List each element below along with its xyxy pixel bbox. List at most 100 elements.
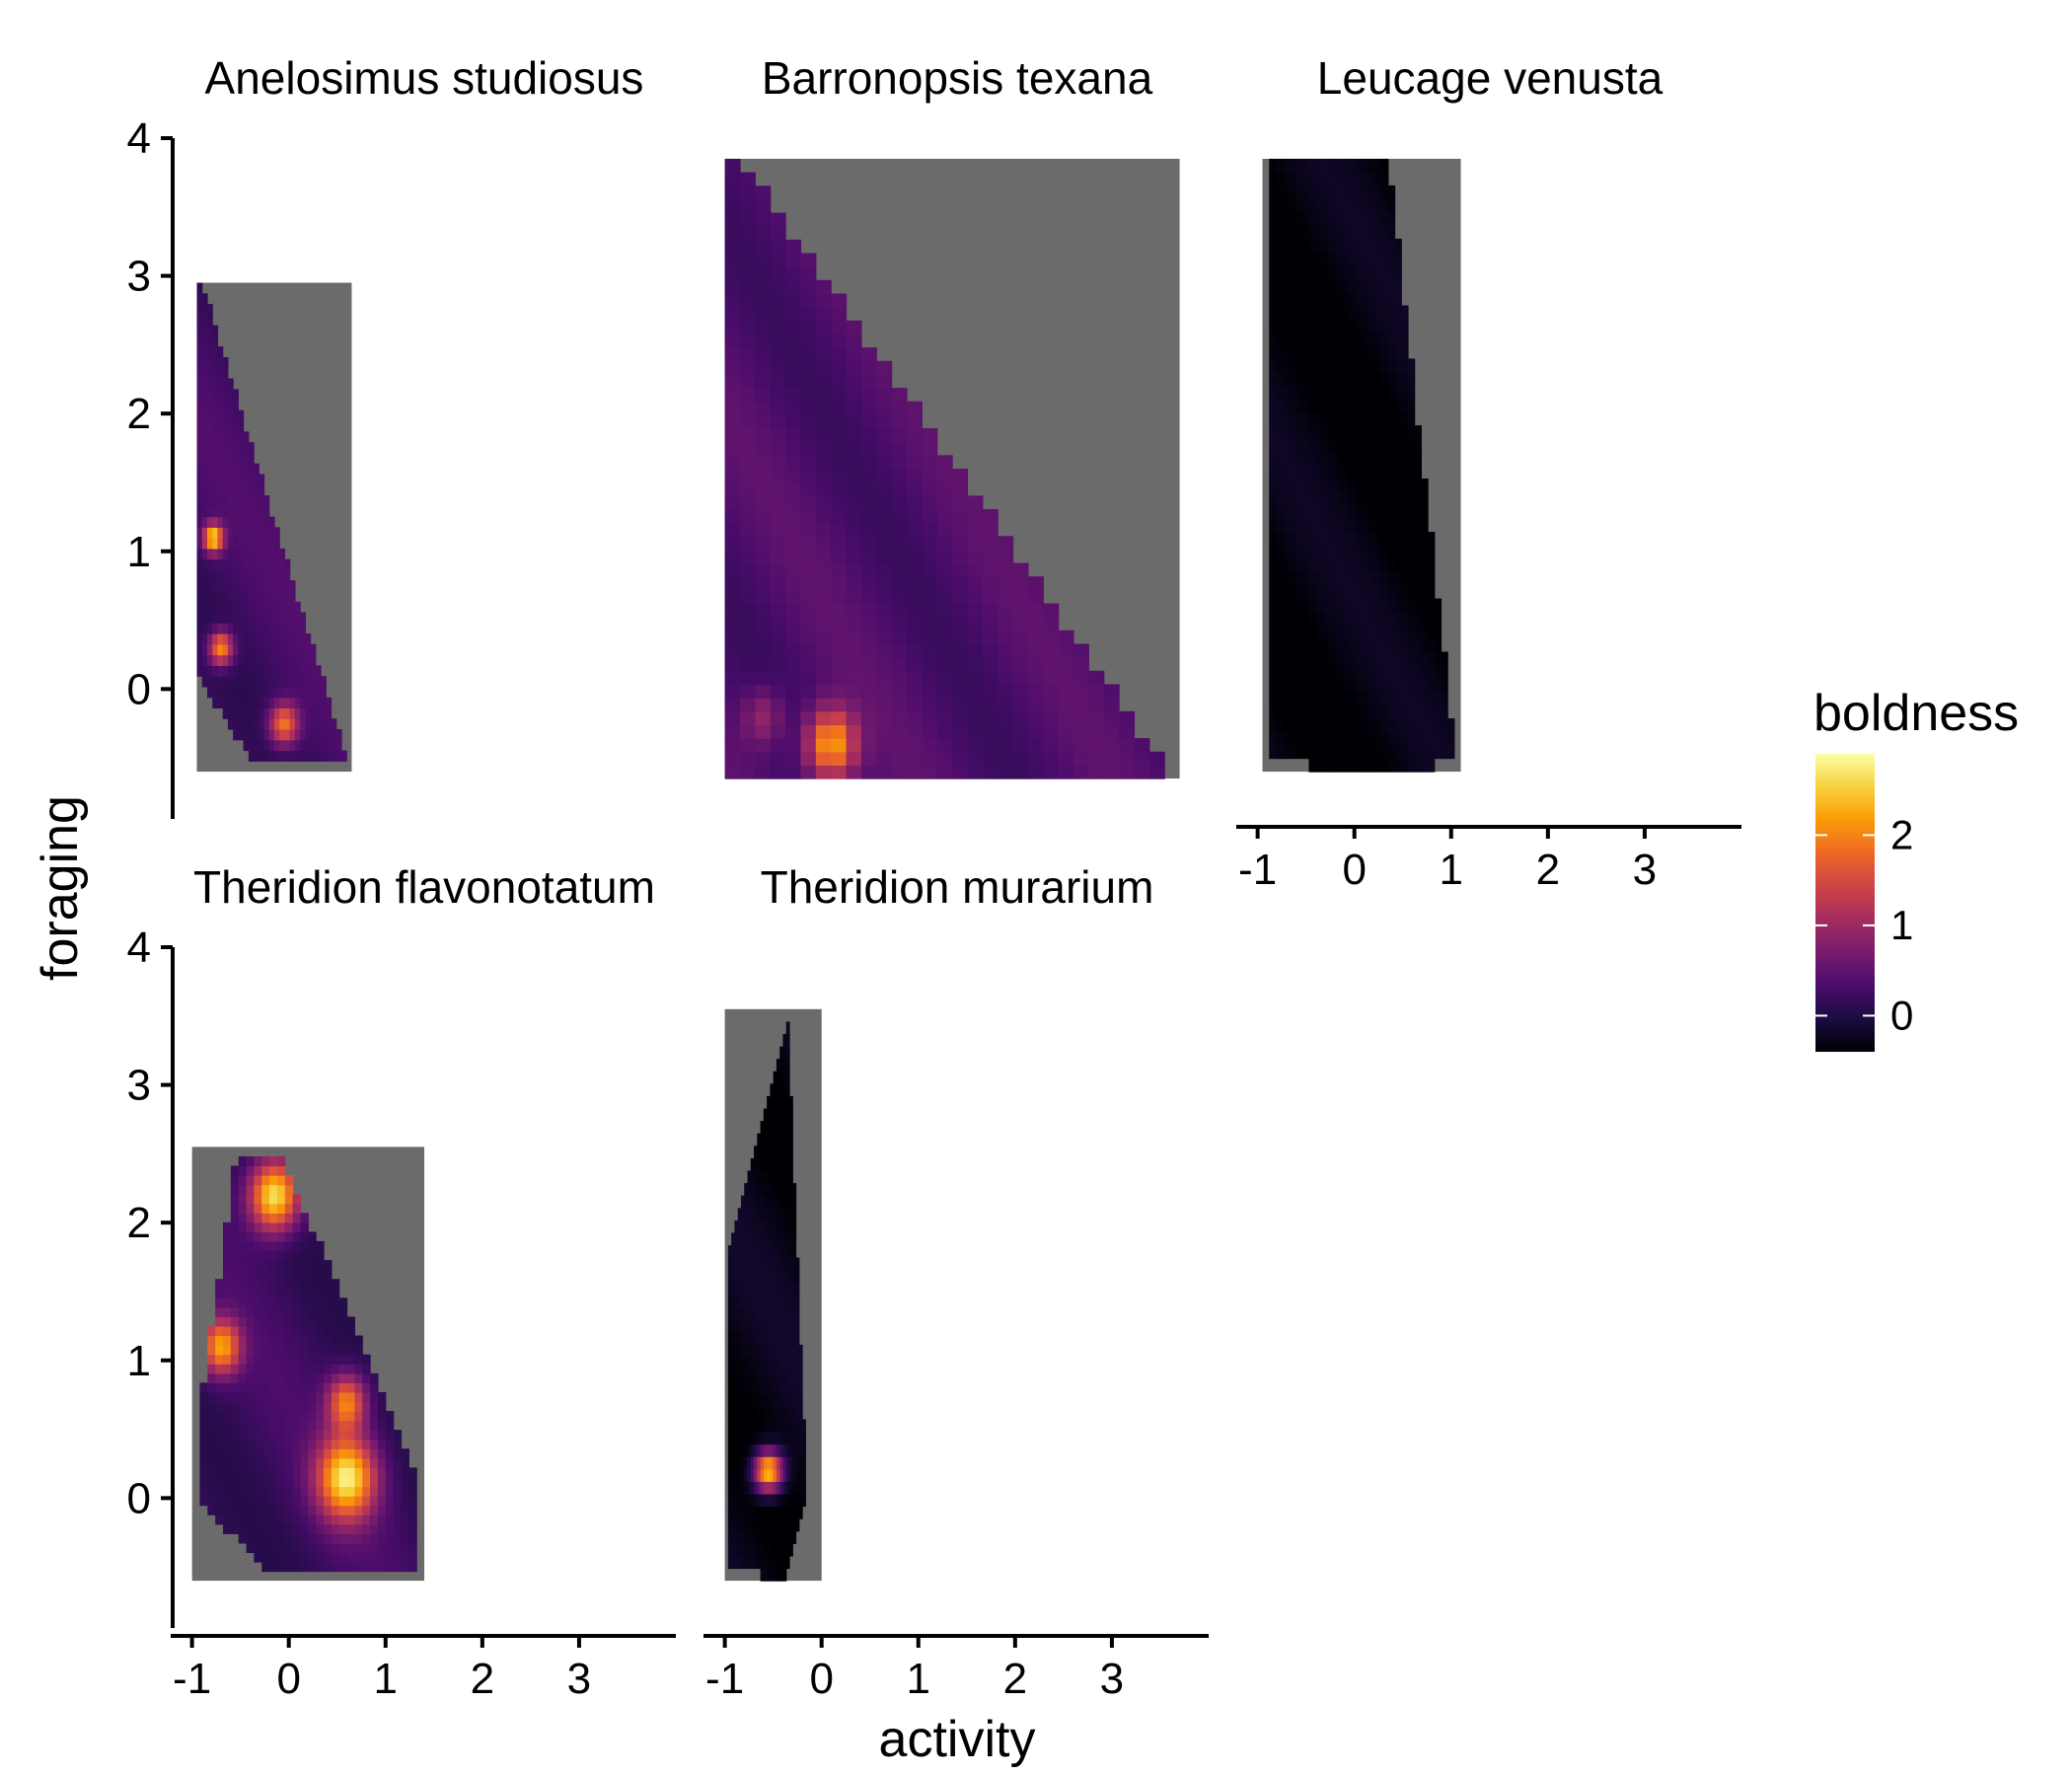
heatmap-cell: [393, 1505, 403, 1516]
heatmap-cell: [1407, 411, 1416, 426]
heatmap-cell: [785, 333, 802, 348]
heatmap-cell: [1414, 585, 1422, 600]
heatmap-cell: [217, 676, 224, 688]
heatmap-cell: [750, 1357, 755, 1370]
heatmap-cell: [760, 1568, 765, 1582]
heatmap-cell: [308, 1411, 317, 1422]
heatmap-cell: [860, 374, 877, 389]
heatmap-cell: [1315, 344, 1323, 360]
heatmap-cell: [261, 1372, 270, 1383]
heatmap-cell: [1269, 172, 1277, 186]
heatmap-cell: [744, 1357, 749, 1370]
heatmap-cell: [779, 1232, 784, 1246]
heatmap-cell: [922, 455, 938, 470]
heatmap-cell: [227, 718, 234, 730]
heatmap-cell: [876, 388, 893, 403]
heatmap-cell: [354, 1382, 363, 1393]
heatmap-cell: [377, 1430, 387, 1441]
heatmap-cell: [248, 728, 255, 741]
heatmap-cell: [1335, 305, 1343, 320]
heatmap-cell: [254, 633, 259, 645]
heatmap-cell: [324, 1561, 333, 1573]
heatmap-cell: [1308, 758, 1316, 773]
heatmap-cell: [279, 697, 286, 709]
heatmap-cell: [739, 253, 756, 267]
heatmap-cell: [1368, 332, 1376, 346]
heatmap-cell: [254, 1203, 262, 1214]
heatmap-cell: [1058, 643, 1074, 658]
heatmap-cell: [248, 495, 255, 507]
heatmap-cell: [1058, 710, 1074, 726]
heatmap-cell: [324, 1552, 333, 1563]
heatmap-cell: [1335, 585, 1343, 600]
heatmap-cell: [284, 718, 291, 730]
heatmap-cell: [354, 1345, 363, 1356]
heatmap-cell: [724, 198, 741, 214]
heatmap-cell: [1073, 684, 1089, 699]
heatmap-cell: [760, 1506, 765, 1519]
heatmap-cell: [1374, 172, 1382, 186]
heatmap-cell: [227, 686, 234, 699]
heatmap-cell: [754, 1419, 758, 1433]
heatmap-cell: [254, 538, 259, 550]
heatmap-cell: [800, 576, 817, 591]
heatmap-cell: [1441, 745, 1448, 760]
heatmap-cell: [967, 549, 984, 564]
heatmap-cell: [269, 1213, 278, 1223]
heatmap-cell: [1414, 665, 1422, 680]
heatmap-cell: [324, 1354, 333, 1365]
heatmap-cell: [254, 1448, 262, 1459]
heatmap-cell: [1308, 358, 1316, 373]
heatmap-cell: [227, 409, 234, 422]
heatmap-cell: [770, 1406, 775, 1420]
heatmap-cell: [1301, 425, 1310, 440]
heatmap-cell: [276, 1203, 286, 1214]
heatmap-cell: [770, 1456, 775, 1470]
heatmap-cell: [254, 463, 259, 476]
heatmap-cell: [936, 629, 953, 645]
heatmap-cell: [1374, 479, 1382, 493]
heatmap-cell: [795, 1369, 800, 1383]
heatmap-cell: [338, 1476, 348, 1488]
heatmap-cell: [757, 1133, 762, 1147]
heatmap-cell: [324, 1448, 333, 1459]
heatmap-cell: [233, 697, 239, 709]
heatmap-cell: [795, 1493, 800, 1508]
heatmap-cell: [338, 1457, 348, 1468]
heatmap-cell: [269, 1184, 278, 1195]
heatmap-cell: [206, 442, 213, 454]
heatmap-cell: [1355, 278, 1363, 293]
heatmap-cell: [907, 751, 923, 767]
heatmap-cell: [321, 728, 327, 741]
heatmap-cell: [1434, 598, 1443, 613]
heatmap-cell: [747, 1369, 752, 1383]
heatmap-cell: [1295, 158, 1303, 174]
heatmap-cell: [776, 1406, 780, 1420]
heatmap-cell: [1368, 344, 1376, 360]
heatmap-cell: [998, 684, 1014, 699]
heatmap-cell: [770, 549, 786, 564]
heatmap-cell: [279, 558, 286, 571]
heatmap-cell: [763, 1530, 768, 1544]
heatmap-cell: [1374, 252, 1382, 266]
heatmap-cell: [315, 676, 322, 688]
heatmap-cell: [338, 1316, 348, 1327]
heatmap-cell: [300, 1316, 309, 1327]
heatmap-cell: [785, 253, 802, 267]
heatmap-cell: [243, 527, 250, 539]
heatmap-cell: [300, 1523, 309, 1534]
heatmap-cell: [1282, 225, 1290, 240]
heatmap-cell: [779, 1108, 784, 1122]
heatmap-cell: [215, 1401, 224, 1412]
heatmap-cell: [233, 463, 239, 476]
heatmap-cell: [740, 1406, 745, 1420]
heatmap-cell: [1414, 651, 1422, 666]
heatmap-cell: [731, 1245, 736, 1259]
heatmap-cell: [757, 1307, 762, 1321]
heatmap-cell: [831, 360, 848, 376]
heatmap-cell: [284, 1345, 294, 1356]
heatmap-cell: [248, 558, 255, 571]
heatmap-cell: [770, 320, 786, 335]
heatmap-cell: [201, 304, 208, 316]
heatmap-cell: [289, 718, 296, 730]
